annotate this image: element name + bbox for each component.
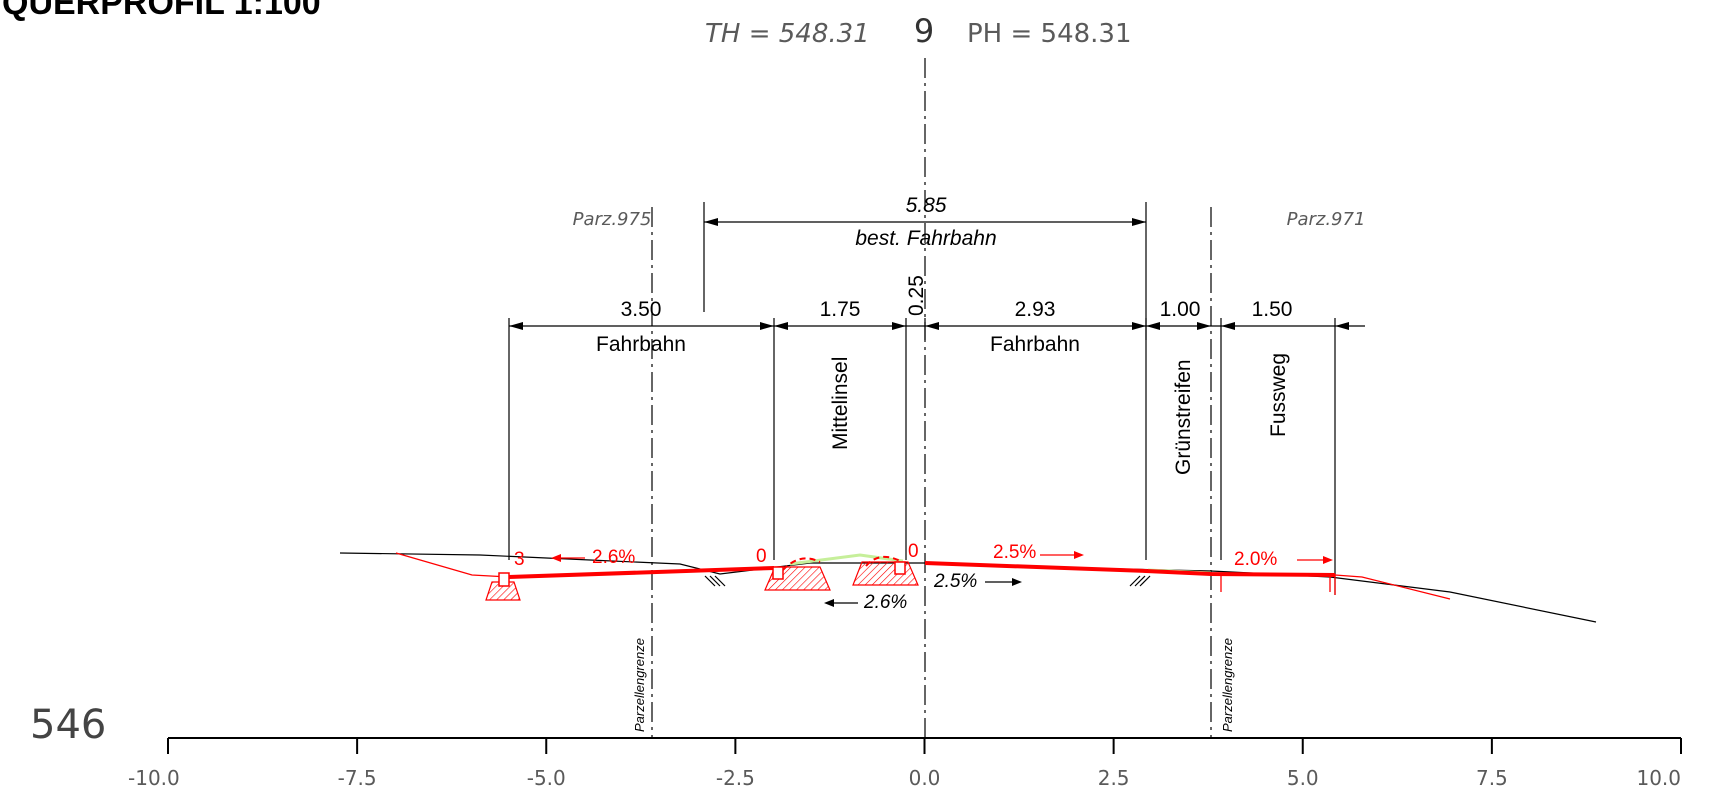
segment-width-fahrbahn-right: 2.93 bbox=[1015, 298, 1056, 321]
station-number: 9 bbox=[914, 12, 934, 50]
drawing-title: QUERPROFIL 1:100 bbox=[2, 0, 321, 22]
marker-0-left: 0 bbox=[756, 546, 767, 567]
terrain-break-left bbox=[704, 575, 726, 587]
segment-name-mittelinsel: Mittelinsel bbox=[829, 357, 852, 450]
design-grade-line-right bbox=[924, 561, 1336, 577]
segment-name-fahrbahn-right: Fahrbahn bbox=[990, 333, 1080, 356]
axis-tick-label: -7.5 bbox=[338, 766, 377, 790]
slope-black-center: 2.5% bbox=[933, 571, 977, 592]
slope-red-right: 2.0% bbox=[1234, 549, 1277, 570]
segment-width-fussweg: 1.50 bbox=[1252, 298, 1293, 321]
axis-tick-label: 2.5 bbox=[1098, 766, 1130, 790]
segment-width-fahrbahn-left: 3.50 bbox=[621, 298, 662, 321]
axis-tick-label: 7.5 bbox=[1476, 766, 1508, 790]
parcel-boundary-label-right: Parzellengrenze bbox=[1220, 638, 1235, 732]
curb-median-right bbox=[852, 555, 919, 586]
segment-name-fahrbahn-left: Fahrbahn bbox=[596, 333, 686, 356]
axis-tick-label: 0.0 bbox=[909, 766, 941, 790]
axis-tick-label: -2.5 bbox=[716, 766, 755, 790]
marker-3: 3 bbox=[514, 549, 525, 570]
segment-width-mittelinsel: 1.75 bbox=[820, 298, 861, 321]
th-label: TH = 548.31 bbox=[705, 19, 870, 49]
parcel-boundary-label-left: Parzellengrenze bbox=[632, 638, 647, 732]
segment-name-gruenstreifen: Grünstreifen bbox=[1172, 359, 1195, 475]
slope-red-left: 2.6% bbox=[592, 547, 635, 568]
curb-left bbox=[485, 572, 521, 601]
terrain-break-right bbox=[1129, 575, 1151, 587]
embankment-right-slope bbox=[1334, 574, 1451, 600]
segment-width-gruenstreifen: 1.00 bbox=[1160, 298, 1201, 321]
segment-name-fussweg: Fussweg bbox=[1267, 353, 1290, 437]
parcel-label-right: Parz.971 bbox=[1287, 209, 1366, 230]
elevation-label: 546 bbox=[30, 702, 106, 748]
axis-tick-label: -5.0 bbox=[527, 766, 566, 790]
slope-red-center: 2.5% bbox=[993, 542, 1036, 563]
green-strip bbox=[789, 553, 904, 566]
existing-width: 5.85 bbox=[906, 194, 947, 217]
axis-ticks: -10.0 -7.5 -5.0 -2.5 0.0 2.5 5.0 7.5 10.0 bbox=[128, 738, 1682, 790]
design-grade-line bbox=[508, 566, 775, 579]
embankment-right bbox=[1329, 574, 1335, 592]
curb-median-left bbox=[764, 557, 831, 591]
slope-black-median: 2.6% bbox=[863, 592, 907, 613]
axis-tick-label: -10.0 bbox=[128, 766, 180, 790]
marker-0-center: 0 bbox=[908, 541, 919, 562]
embankment-left bbox=[395, 552, 510, 578]
existing-label: best. Fahrbahn bbox=[855, 227, 996, 250]
segment-width-gap: 0.25 bbox=[905, 275, 928, 316]
axis-tick-label: 10.0 bbox=[1636, 766, 1681, 790]
axis-tick-label: 5.0 bbox=[1287, 766, 1319, 790]
parcel-label-left: Parz.975 bbox=[573, 209, 652, 230]
ph-label: PH = 548.31 bbox=[967, 19, 1132, 49]
